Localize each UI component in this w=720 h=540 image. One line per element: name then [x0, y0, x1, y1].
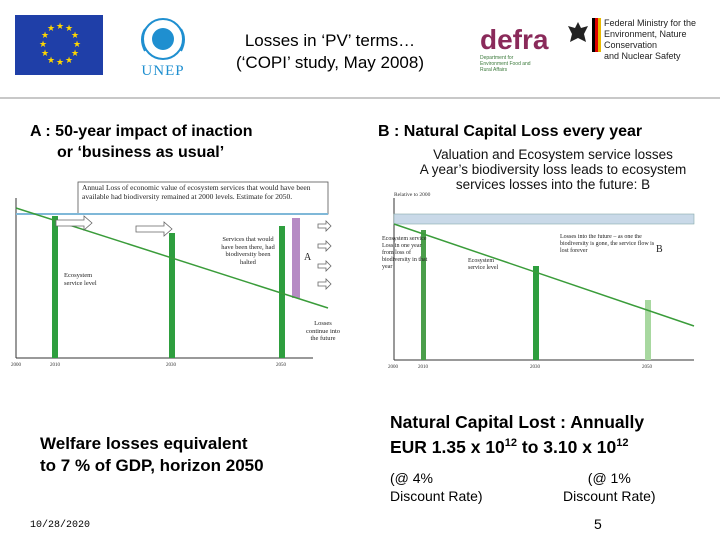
arrow-icon: [317, 278, 332, 290]
page-number: 5: [594, 516, 602, 532]
natural-capital-lost-text: Natural Capital Lost : Annually EUR 1.35…: [390, 412, 710, 458]
chart-b-bar-2010: [421, 230, 426, 360]
svg-text:★: ★: [47, 23, 55, 33]
chart-a-bar-2030: [169, 233, 175, 358]
svg-text:★: ★: [71, 48, 79, 58]
chart-a-caption-box: [77, 181, 329, 215]
chart-a-xtick-3: 2050: [276, 363, 287, 368]
unep-logo: UNEP: [133, 15, 193, 83]
bmu-line-1: Federal Ministry for the: [604, 18, 697, 28]
svg-text:★: ★: [41, 48, 49, 58]
chart-b-xtick-2: 2030: [530, 365, 541, 370]
title-line-2: (‘COPI’ study, May 2008): [235, 53, 424, 72]
chart-a-xtick-0: 2000: [11, 363, 22, 368]
arrow-icon: [135, 221, 173, 237]
ncl-mid: to 3.10 x 10: [517, 436, 617, 457]
defra-wordmark: defra: [480, 24, 549, 55]
section-b-heading: B : Natural Capital Loss every year: [378, 123, 643, 140]
arrow-icon: [55, 215, 93, 231]
chart-b-label-losses-future: Losses into the future – as one the biod…: [560, 234, 655, 254]
section-a-heading: A : 50-year impact of inaction or ‘busin…: [30, 121, 360, 163]
valuation-line-2: A year’s biodiversity loss leads to ecos…: [419, 162, 687, 177]
chart-a-bar-2010: [52, 216, 58, 358]
svg-text:★: ★: [47, 55, 55, 65]
discount-right-line-2: Discount Rate): [563, 488, 656, 504]
discount-left-line-2: Discount Rate): [390, 488, 483, 504]
svg-text:★: ★: [71, 30, 79, 40]
ncl-exp-1: 12: [504, 437, 518, 449]
chart-a-loss-band: [292, 218, 300, 298]
chart-a-marker: A: [304, 252, 312, 263]
chart-a-label-ecosystem: Ecosystem service level: [64, 272, 97, 287]
eu-flag-logo: ★ ★ ★ ★ ★ ★ ★ ★ ★ ★ ★ ★: [15, 15, 103, 75]
chart-b-bar-2050: [645, 300, 651, 360]
chart-b-decline-line: [393, 223, 695, 327]
slide-date: 10/28/2020: [30, 520, 91, 531]
chart-b-xtick-0: 2000: [388, 365, 399, 370]
valuation-line-3: services losses into the future: B: [455, 177, 651, 192]
ncl-prefix: EUR 1.35 x 10: [390, 436, 505, 457]
section-a-heading-line-2: or ‘business as usual’: [57, 144, 225, 161]
defra-logo: defra Department for Environment Food an…: [480, 25, 555, 80]
section-a-heading-line-1: A : 50-year impact of inaction: [30, 123, 253, 140]
ncl-line-1: Natural Capital Lost : Annually: [390, 412, 645, 432]
svg-text:★: ★: [41, 30, 49, 40]
svg-text:★: ★: [73, 39, 81, 49]
chart-b-label-ecosystem-loss: Ecosystem service Loss in one year from …: [382, 236, 428, 270]
discount-rate-right: (@ 1% Discount Rate): [563, 469, 656, 505]
valuation-line-1: Valuation and Ecosystem service losses: [433, 147, 673, 162]
bmu-logo: Federal Ministry for the Environment, Na…: [566, 18, 718, 63]
header-divider: [0, 97, 720, 99]
bmu-line-3: and Nuclear Safety: [604, 51, 681, 61]
svg-text:★: ★: [56, 57, 64, 67]
valuation-heading: Valuation and Ecosystem service losses A…: [398, 147, 708, 192]
discount-left-line-1: (@ 4%: [390, 470, 433, 486]
chart-b-label-ecosystem: Ecosystem service level: [468, 258, 499, 271]
arrow-icon: [317, 220, 332, 232]
chart-a: Annual Loss of economic value of ecosyst…: [11, 181, 341, 368]
svg-text:★: ★: [65, 23, 73, 33]
title-line-1: Losses in ‘PV’ terms…: [244, 31, 416, 50]
chart-b: Relative to 2000 Ecosystem service Loss …: [382, 192, 695, 370]
ncl-exp-2: 12: [616, 437, 629, 449]
chart-b-xtick-3: 2050: [642, 365, 653, 370]
ncl-line-2: EUR 1.35 x 1012 to 3.10 x 1012: [390, 433, 710, 458]
eagle-icon: [568, 22, 588, 42]
unep-label: UNEP: [141, 63, 185, 79]
chart-a-arrows: [55, 215, 332, 290]
chart-a-bar-2050: [279, 226, 285, 358]
chart-a-xtick-1: 2010: [50, 363, 61, 368]
chart-a-label-continue: Losses continue into the future: [305, 320, 341, 342]
chart-a-caption: Annual Loss of economic value of ecosyst…: [82, 183, 311, 201]
discount-rate-left: (@ 4% Discount Rate): [390, 469, 483, 505]
chart-b-relative-label: Relative to 2000: [394, 192, 431, 198]
chart-a-xtick-2: 2030: [166, 363, 177, 368]
chart-b-xtick-1: 2010: [418, 365, 429, 370]
welfare-line-2: to 7 % of GDP, horizon 2050: [40, 456, 264, 475]
svg-text:★: ★: [65, 55, 73, 65]
welfare-losses-text: Welfare losses equivalent to 7 % of GDP,…: [40, 433, 340, 477]
defra-subtitle: Department for Environment Food and Rura…: [480, 55, 531, 73]
chart-b-reference-band: [393, 213, 695, 225]
chart-a-label-services: Services that would have been there, had…: [221, 236, 275, 266]
svg-text:★: ★: [39, 39, 47, 49]
svg-text:★: ★: [56, 21, 64, 31]
arrow-icon: [317, 240, 332, 252]
arrow-icon: [317, 260, 332, 272]
slide-title: Losses in ‘PV’ terms… (‘COPI’ study, May…: [200, 30, 460, 74]
chart-b-bar-2030: [533, 266, 539, 360]
welfare-line-1: Welfare losses equivalent: [40, 434, 248, 453]
bmu-line-2: Environment, Nature Conservation: [604, 29, 687, 50]
chart-b-marker: B: [656, 244, 663, 255]
discount-right-line-1: (@ 1%: [587, 470, 631, 486]
